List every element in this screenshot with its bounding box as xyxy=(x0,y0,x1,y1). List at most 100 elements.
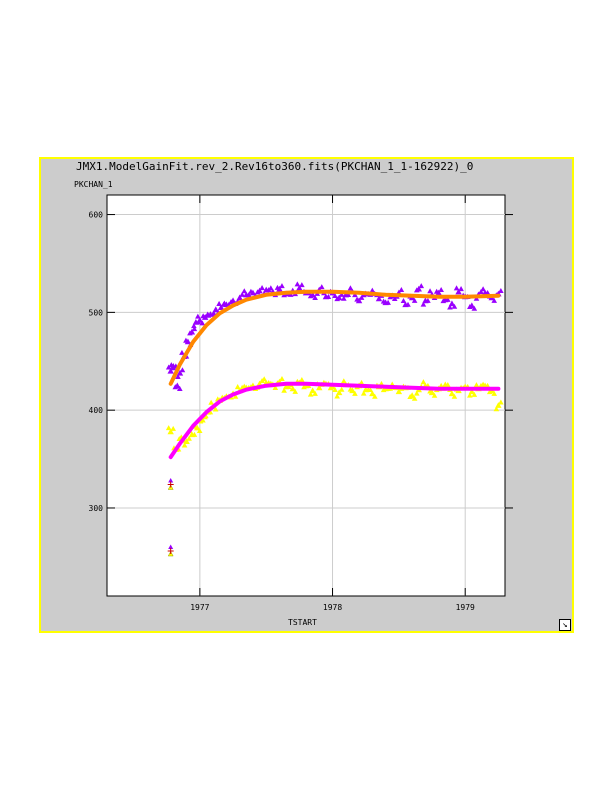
data-point xyxy=(352,390,358,396)
data-point xyxy=(495,402,502,408)
data-point xyxy=(234,384,241,390)
data-point xyxy=(411,395,418,401)
data-point xyxy=(216,300,222,306)
data-point xyxy=(332,386,338,392)
data-point xyxy=(420,379,427,385)
y-tick-label: 500 xyxy=(89,308,104,317)
data-point xyxy=(167,367,174,374)
data-point xyxy=(478,288,484,295)
data-point xyxy=(241,288,248,294)
y-axis-label: PKCHAN_1 xyxy=(74,180,113,189)
data-point xyxy=(467,303,473,310)
data-point xyxy=(294,281,301,287)
data-point xyxy=(183,337,189,343)
data-point xyxy=(369,390,376,397)
outlier-point xyxy=(168,478,174,483)
data-point xyxy=(413,390,420,396)
data-point xyxy=(484,290,491,296)
data-point xyxy=(196,316,204,323)
data-point xyxy=(407,393,413,399)
outlier-point xyxy=(168,544,174,550)
data-point xyxy=(413,287,420,293)
data-point xyxy=(239,291,245,297)
data-point xyxy=(440,298,447,304)
data-point xyxy=(455,288,462,295)
data-point xyxy=(236,294,243,301)
data-point xyxy=(195,313,201,319)
data-point xyxy=(176,369,184,376)
data-point xyxy=(191,323,197,329)
y-tick-label: 400 xyxy=(89,406,104,415)
data-point xyxy=(334,296,340,302)
data-point xyxy=(445,296,451,302)
data-point xyxy=(335,389,343,396)
data-point xyxy=(471,391,478,397)
data-point xyxy=(327,385,334,391)
data-point xyxy=(425,297,431,303)
data-point xyxy=(484,382,491,388)
data-point xyxy=(279,376,285,382)
data-point xyxy=(175,373,181,379)
data-point xyxy=(480,286,486,292)
data-point xyxy=(491,297,498,303)
data-point xyxy=(187,330,193,336)
data-point xyxy=(212,306,219,312)
data-point xyxy=(498,287,504,294)
data-point xyxy=(358,294,365,300)
data-point xyxy=(307,391,314,397)
y-tick-label: 300 xyxy=(89,504,104,513)
data-point xyxy=(400,297,407,304)
data-point xyxy=(431,392,438,398)
data-point xyxy=(473,382,480,388)
data-point xyxy=(312,294,318,301)
data-point xyxy=(307,293,314,299)
data-point xyxy=(375,295,383,302)
data-point xyxy=(246,291,252,298)
data-point xyxy=(217,304,225,311)
data-point xyxy=(438,287,444,293)
data-point xyxy=(248,288,254,294)
x-tick-label: 1977 xyxy=(190,603,209,612)
plot-area xyxy=(106,194,506,597)
data-point xyxy=(312,390,318,396)
x-tick-label: 1978 xyxy=(323,603,342,612)
data-point xyxy=(448,390,456,397)
data-point xyxy=(486,389,493,395)
data-point xyxy=(451,303,458,309)
data-point xyxy=(186,435,192,441)
data-point xyxy=(498,399,504,405)
data-point xyxy=(167,428,174,435)
data-point xyxy=(268,285,274,291)
fit-curve xyxy=(168,381,501,460)
data-point xyxy=(433,288,440,294)
data-point xyxy=(325,293,332,299)
data-point xyxy=(398,287,405,293)
data-point xyxy=(301,384,307,390)
fit-curve xyxy=(168,289,501,386)
data-point xyxy=(341,295,347,301)
data-point xyxy=(279,283,285,289)
data-point xyxy=(458,286,464,292)
data-point xyxy=(347,386,354,392)
data-point xyxy=(274,284,281,290)
data-point xyxy=(221,300,228,306)
data-point xyxy=(179,367,186,373)
data-point xyxy=(200,313,206,319)
data-point xyxy=(447,304,453,310)
data-point xyxy=(299,376,305,383)
data-point xyxy=(468,388,476,395)
data-point xyxy=(299,282,305,288)
data-point xyxy=(272,384,279,390)
resize-handle-icon[interactable]: ↘ xyxy=(559,619,571,631)
data-point xyxy=(453,285,460,291)
data-point xyxy=(289,385,296,392)
data-point xyxy=(212,406,219,412)
data-point xyxy=(172,384,179,390)
data-point xyxy=(354,296,360,302)
data-point xyxy=(309,387,316,394)
data-point xyxy=(358,379,365,385)
data-point xyxy=(480,381,486,387)
data-point xyxy=(427,288,433,294)
data-point xyxy=(332,293,338,299)
